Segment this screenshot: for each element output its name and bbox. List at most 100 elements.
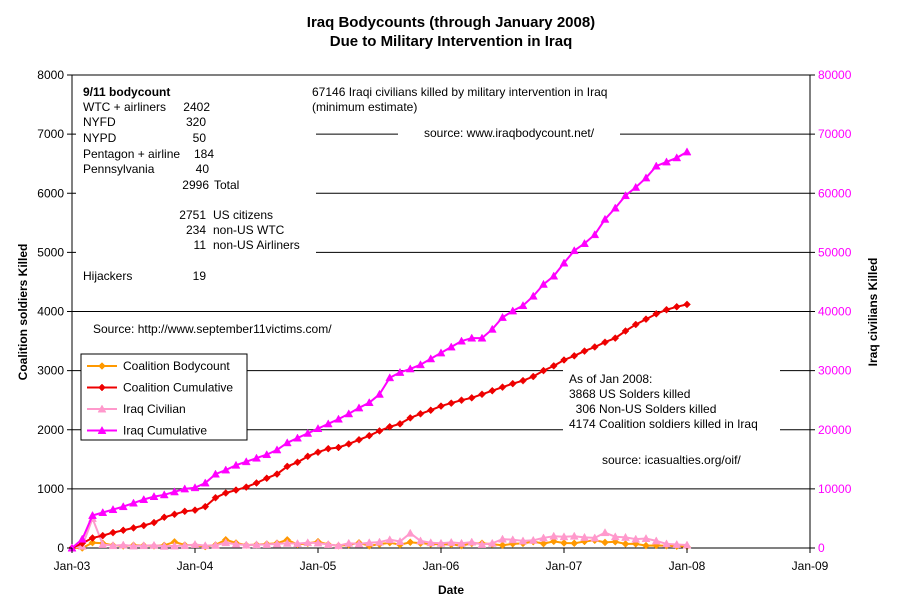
- data-point: [436, 538, 446, 547]
- y-left-tick-label: 1000: [37, 482, 64, 496]
- data-point: [396, 419, 404, 428]
- data-point: [98, 508, 108, 516]
- y-right-tick-label: 40000: [818, 305, 852, 319]
- legend-label: Iraq Civilian: [123, 402, 186, 416]
- y-left-tick-label: 6000: [37, 186, 64, 200]
- data-point: [549, 271, 559, 280]
- data-point: [303, 452, 312, 461]
- x-tick-label: Jan-08: [669, 559, 706, 573]
- data-point: [611, 334, 620, 342]
- data-point: [139, 521, 148, 530]
- hijackers-value: 19: [193, 269, 207, 283]
- bodycount-line-label: NYPD: [83, 131, 117, 145]
- asof-line: As of Jan 2008:: [569, 372, 652, 386]
- data-point: [190, 483, 200, 492]
- data-point: [344, 440, 353, 448]
- total-label: Total: [214, 178, 239, 192]
- data-point: [262, 450, 272, 459]
- data-point: [313, 538, 323, 547]
- y-left-tick-label: 5000: [37, 245, 64, 259]
- data-point: [641, 173, 651, 182]
- data-point: [109, 528, 117, 537]
- legend-swatch-marker: [97, 425, 107, 434]
- data-point: [252, 540, 261, 549]
- annotation-backgrounds: [76, 80, 780, 436]
- data-point: [559, 532, 569, 541]
- legend-label: Coalition Bodycount: [123, 359, 230, 373]
- source-911-box: [82, 318, 372, 340]
- data-point: [283, 462, 292, 471]
- data-point: [560, 356, 568, 364]
- data-point: [262, 539, 272, 548]
- data-point: [344, 409, 354, 418]
- data-point: [159, 490, 169, 499]
- legend-swatch-marker: [97, 404, 107, 413]
- data-point: [610, 203, 620, 212]
- data-point: [549, 537, 558, 546]
- data-point: [385, 422, 394, 431]
- data-point: [211, 469, 220, 478]
- data-point: [118, 502, 128, 511]
- bodycount-line-label: WTC + airliners: [83, 100, 166, 114]
- data-point: [436, 348, 446, 357]
- y-left-tick-label: 4000: [37, 305, 64, 319]
- data-point: [150, 518, 158, 527]
- data-point: [303, 538, 313, 547]
- data-point: [580, 532, 589, 541]
- data-point: [344, 538, 354, 547]
- data-point: [467, 393, 476, 402]
- data-point: [242, 483, 251, 491]
- data-point: [385, 373, 395, 382]
- data-point: [447, 399, 456, 407]
- data-point: [118, 540, 128, 549]
- data-point: [672, 153, 682, 162]
- bodycount-line-value: 320: [186, 115, 206, 129]
- bodycount-line-label: NYFD: [83, 115, 116, 129]
- data-point: [662, 539, 671, 548]
- data-point: [641, 534, 651, 542]
- y-right-tick-label: 10000: [818, 482, 852, 496]
- data-point: [580, 238, 589, 247]
- data-point: [621, 191, 630, 200]
- data-point: [170, 487, 179, 496]
- data-point: [457, 396, 466, 405]
- data-point: [355, 435, 363, 444]
- data-point: [211, 493, 220, 502]
- bodycount-line-value: 40: [196, 162, 210, 176]
- data-point: [364, 538, 374, 547]
- data-point: [621, 327, 630, 335]
- data-point: [323, 539, 333, 548]
- iraqi-note-line2: (minimum estimate): [312, 100, 417, 114]
- data-point: [191, 506, 199, 515]
- data-point: [457, 336, 466, 345]
- data-point: [416, 409, 425, 418]
- data-point: [518, 301, 528, 310]
- data-point: [580, 347, 589, 355]
- data-point: [77, 534, 87, 543]
- data-point: [262, 474, 271, 483]
- data-point: [129, 541, 138, 550]
- data-point: [98, 539, 108, 548]
- data-point: [149, 540, 159, 549]
- data-point: [252, 453, 261, 462]
- data-point: [498, 541, 507, 550]
- data-point: [200, 478, 210, 487]
- x-tick-label: Jan-03: [54, 559, 91, 573]
- data-point: [426, 406, 435, 415]
- data-point: [508, 535, 518, 544]
- data-point: [334, 443, 343, 452]
- data-point: [487, 538, 497, 547]
- data-point: [590, 230, 600, 239]
- data-point: [477, 539, 487, 548]
- legend-swatch-marker: [98, 383, 106, 392]
- data-point: [570, 351, 579, 360]
- data-point: [477, 333, 487, 342]
- series-coalition-cumulative: [68, 300, 691, 552]
- data-point: [324, 444, 333, 453]
- data-point: [498, 383, 507, 392]
- data-point: [160, 513, 169, 522]
- data-point: [314, 448, 322, 457]
- data-point: [560, 539, 568, 547]
- x-axis-title: Date: [438, 583, 464, 597]
- source-icas: source: icasualties.org/oif/: [602, 453, 741, 467]
